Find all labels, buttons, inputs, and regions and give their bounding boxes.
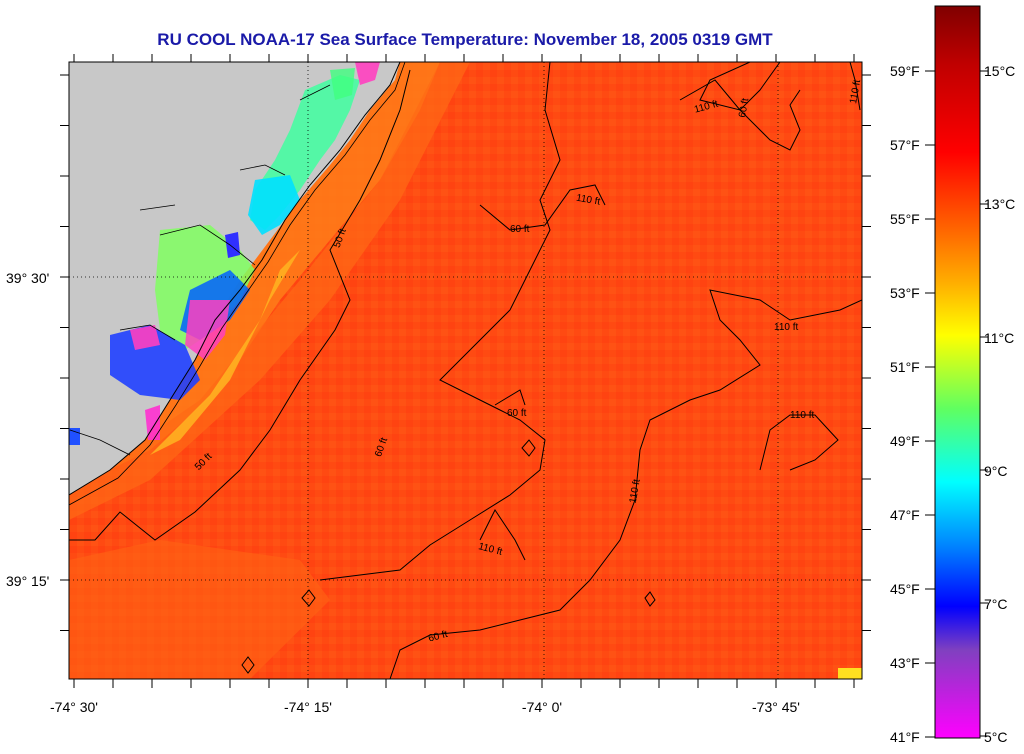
colorbar-c-label: 9°C [984, 463, 1008, 479]
colorbar-c-label: 15°C [984, 63, 1015, 79]
contour-label: 110 ft [790, 410, 814, 421]
colorbar-c-label: 13°C [984, 196, 1015, 212]
contour-50ft [69, 69, 411, 541]
colorbar-f-label: 59°F [890, 63, 920, 79]
contour-label: 110 ft [628, 478, 643, 504]
lon-tick-label: -74° 30' [50, 699, 98, 715]
contour-label: 110 ft [848, 79, 863, 105]
lat-tick-label: 39° 30' [6, 270, 49, 286]
colorbar-c-label: 5°C [984, 729, 1008, 745]
lon-tick-label: -73° 45' [752, 699, 800, 715]
colorbar-c-label: 11°C [984, 330, 1014, 346]
lat-tick-label: 39° 15' [6, 573, 49, 589]
colorbar-f-label: 43°F [890, 655, 920, 671]
colorbar-f-label: 49°F [890, 433, 920, 449]
contour-60ft [319, 62, 561, 581]
colorbar-f-label: 57°F [890, 137, 920, 153]
colorbar-f-label: 53°F [890, 285, 920, 301]
map-frame [68, 61, 863, 680]
contour-label: 60 ft [427, 629, 449, 645]
contour-label: 110 ft [774, 322, 798, 333]
colorbar [934, 5, 981, 739]
contour-label: 60 ft [507, 408, 527, 419]
colorbar-f-label: 51°F [890, 359, 920, 375]
contour-label: 60 ft [510, 224, 530, 235]
colorbar-c-label: 7°C [984, 596, 1008, 612]
lon-tick-label: -74° 0' [522, 699, 562, 715]
colorbar-f-label: 45°F [890, 581, 920, 597]
colorbar-f-label: 55°F [890, 211, 920, 227]
contour-label: 60 ft [737, 97, 751, 118]
lon-tick-label: -74° 15' [284, 699, 332, 715]
contour-label: 110 ft [575, 193, 601, 208]
chart-title: RU COOL NOAA-17 Sea Surface Temperature:… [157, 30, 773, 49]
contour-110ft [389, 289, 862, 679]
colorbar-f-label: 41°F [890, 729, 920, 745]
colorbar-f-label: 47°F [890, 507, 920, 523]
